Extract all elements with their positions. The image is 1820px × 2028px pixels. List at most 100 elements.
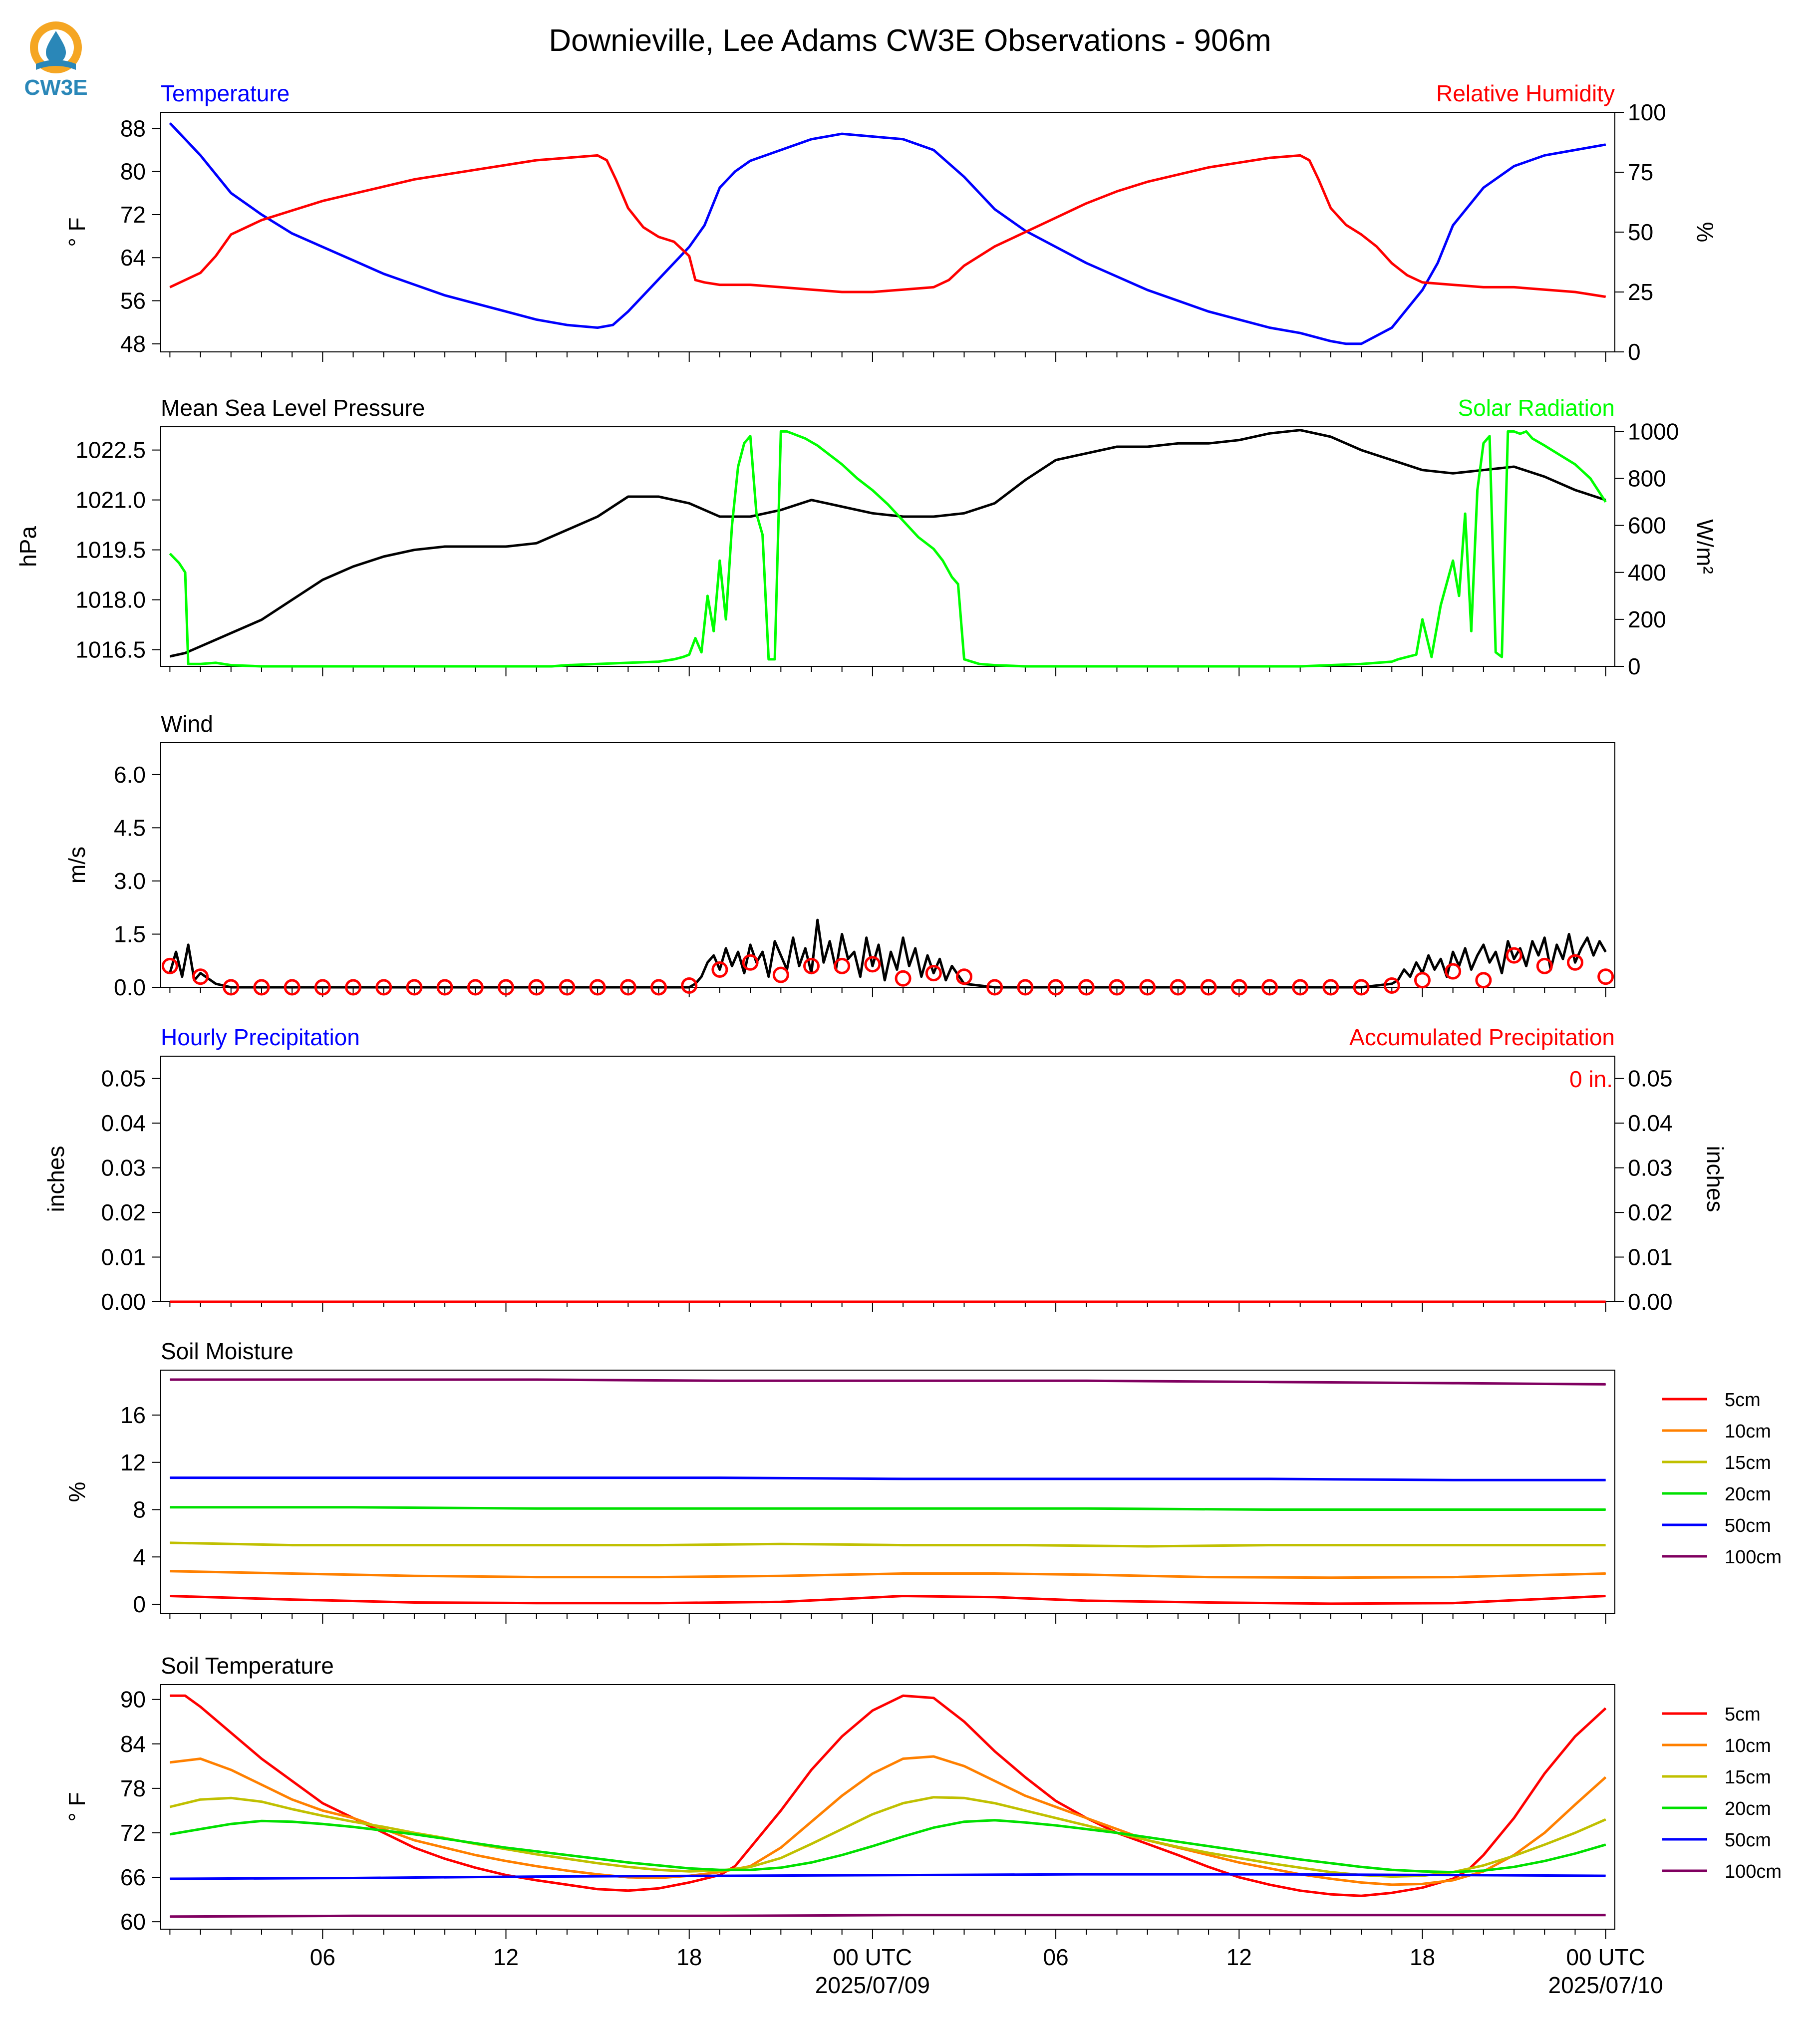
- data-point: [1483, 944, 1484, 945]
- data-point: [866, 937, 867, 938]
- data-point: [658, 1888, 659, 1889]
- data-point: [1269, 1884, 1270, 1885]
- series-20cm: [169, 1506, 1606, 1511]
- data-point: [322, 987, 323, 988]
- data-point: [383, 1830, 384, 1831]
- y-tick-label-left: 1016.5: [75, 637, 146, 663]
- y-tick-label-right: 200: [1628, 606, 1666, 632]
- gust-marker: [253, 979, 270, 996]
- gust-marker: [589, 979, 606, 996]
- panel-title-left: Temperature: [161, 80, 290, 106]
- data-point: [1483, 287, 1484, 288]
- y-tick-label-left: 0.0: [114, 974, 146, 1000]
- gust-marker: [1170, 979, 1187, 996]
- plot-frame: [160, 742, 1615, 988]
- data-point: [994, 246, 995, 247]
- y-tick-label-left: 48: [120, 331, 146, 357]
- data-point: [704, 225, 705, 226]
- data-point: [261, 214, 262, 215]
- data-point: [994, 209, 995, 210]
- data-point: [1269, 1509, 1270, 1510]
- data-point: [1086, 1874, 1087, 1875]
- data-point: [903, 1836, 904, 1837]
- panel-soil-temperature: Soil Temperature 06 12 18 00 UTC 06 12 18 00 UTC…: [64, 1653, 1782, 1998]
- y-tick-label-left: 72: [120, 1820, 146, 1846]
- data-point: [292, 1799, 293, 1800]
- y-tick-label-right: 0.05: [1628, 1066, 1673, 1092]
- panel-title-left: Wind: [161, 711, 213, 737]
- data-point: [536, 1876, 537, 1877]
- data-point: [536, 543, 537, 544]
- data-point: [536, 1477, 537, 1478]
- gust-marker: [1261, 979, 1278, 996]
- data-point: [903, 1573, 904, 1574]
- data-point: [1544, 1773, 1545, 1774]
- data-point: [1416, 654, 1417, 655]
- data-point: [536, 1880, 537, 1881]
- series-15cm: [169, 1796, 1606, 1878]
- data-point: [927, 955, 928, 956]
- data-point: [1086, 1508, 1087, 1509]
- data-point: [536, 666, 537, 667]
- data-point: [1086, 1574, 1087, 1575]
- data-point: [1086, 1478, 1087, 1479]
- data-point: [475, 666, 476, 667]
- legend: 5cm 10cm 15cm 20cm 50cm 100cm: [1662, 1390, 1782, 1568]
- series-relative-humidity: [169, 154, 1606, 298]
- panel-temperature-rh: Temperature Relative Humidity 48 56 64 72 80 88…: [64, 80, 1718, 365]
- data-point: [1514, 431, 1515, 432]
- y-tick-label-right: 1000: [1628, 418, 1679, 444]
- data-point: [261, 220, 262, 221]
- data-point: [1544, 1832, 1545, 1833]
- accumulated-total-label: 0 in.: [1569, 1066, 1613, 1092]
- y-tick-label-left: 84: [120, 1731, 146, 1757]
- y-tick-label-left: 0.03: [101, 1155, 146, 1181]
- data-point: [704, 282, 705, 283]
- data-point: [292, 210, 293, 211]
- data-point: [719, 1477, 720, 1478]
- y-tick-label-right: 0: [1628, 653, 1641, 679]
- y-axis-label-left: ° F: [64, 217, 90, 247]
- data-point: [658, 987, 659, 988]
- y-tick-label-left: 1.5: [114, 921, 146, 947]
- data-point: [1477, 955, 1478, 956]
- data-point: [1422, 282, 1423, 283]
- plot-frame: [160, 112, 1615, 352]
- x-tick-label: 18: [676, 1944, 702, 1970]
- data-point: [658, 279, 659, 280]
- panel-title-left: Soil Moisture: [161, 1338, 294, 1364]
- gust-marker: [803, 957, 820, 974]
- data-point: [701, 976, 702, 977]
- data-point: [200, 155, 201, 156]
- data-point: [1269, 1478, 1270, 1479]
- data-point: [536, 319, 537, 320]
- y-axis-label-left: m/s: [64, 847, 90, 883]
- y-tick-label-left: 1021.0: [75, 487, 146, 513]
- series-15cm: [169, 1541, 1606, 1548]
- gust-marker: [1047, 979, 1064, 996]
- data-point: [1330, 987, 1331, 988]
- panel-title-left: Hourly Precipitation: [161, 1024, 360, 1050]
- gust-marker: [1139, 979, 1156, 996]
- data-point: [1269, 987, 1270, 988]
- y-axis-label-left: %: [64, 1482, 90, 1502]
- data-point: [1361, 1882, 1362, 1883]
- data-point: [872, 1710, 873, 1711]
- data-point: [994, 987, 995, 988]
- data-point: [383, 1832, 384, 1833]
- data-point: [383, 186, 384, 187]
- y-tick-label-left: 12: [120, 1449, 146, 1475]
- gust-marker: [1108, 979, 1125, 996]
- y-axis-label-right: W/m²: [1692, 519, 1718, 574]
- y-tick-label-left: 56: [120, 288, 146, 314]
- panel-wind: Wind 0.0 1.5 3.0 4.5 6.0 m/s: [64, 711, 1615, 1000]
- data-point: [322, 666, 323, 667]
- series-gust: [161, 947, 1614, 996]
- data-point: [261, 987, 262, 988]
- data-point: [292, 987, 293, 988]
- y-tick-label-right: 75: [1628, 159, 1653, 185]
- y-tick-label-right: 800: [1628, 466, 1666, 492]
- data-point: [536, 1379, 537, 1380]
- gust-marker: [895, 970, 911, 987]
- y-tick-label-left: 4.5: [114, 815, 146, 841]
